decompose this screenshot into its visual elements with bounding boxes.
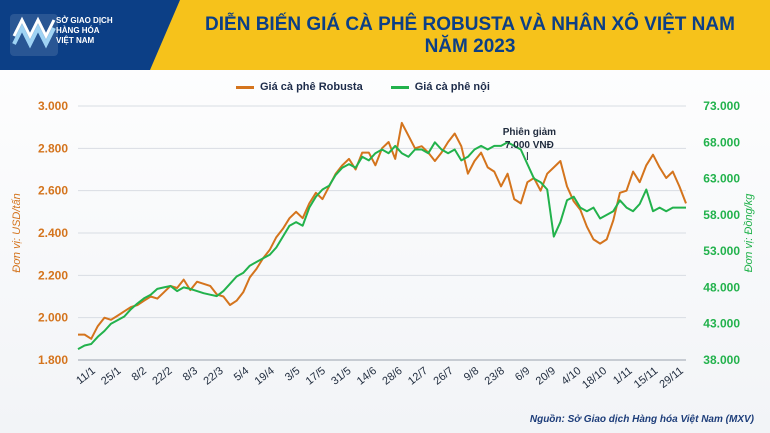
annotation-text-line-1: Phiên giảm <box>503 127 556 138</box>
source-note: Nguồn: Sở Giao dịch Hàng hóa Việt Nam (M… <box>529 414 754 425</box>
y-left-tick-label: 2.400 <box>38 226 68 240</box>
x-tick-label: 25/1 <box>99 365 123 388</box>
annotation-layer: Phiên giảm 7.000 VNĐ <box>503 127 556 161</box>
y-right-tick-label: 58.000 <box>703 208 740 222</box>
y-left-tick-label: 1.800 <box>38 353 68 367</box>
annotation-text-line-2: 7.000 VNĐ <box>505 140 554 151</box>
logo-line-2: HÀNG HÓA <box>56 26 100 35</box>
y-left-tick-label: 2.200 <box>38 268 68 282</box>
legend-swatch-domestic <box>390 85 409 89</box>
legend-label-robusta: Giá cà phê Robusta <box>260 81 363 93</box>
y-right-tick-label: 38.000 <box>703 353 740 367</box>
x-tick-label: 3/5 <box>283 365 302 384</box>
logo-line-3: VIỆT NAM <box>56 36 95 45</box>
y-right-tick-label: 43.000 <box>703 317 740 331</box>
y-right-axis-title: Đơn vị: Đồng/kg <box>743 193 755 273</box>
header-yellow-band <box>150 0 770 70</box>
x-tick-label: 20/9 <box>534 365 558 388</box>
x-tick-label: 9/8 <box>462 365 481 384</box>
x-tick-label: 15/11 <box>632 365 660 391</box>
y-right-tick-label: 73.000 <box>703 99 740 113</box>
mxv-logo <box>10 14 150 56</box>
x-tick-label: 26/7 <box>431 365 455 388</box>
x-tick-label: 18/10 <box>580 365 609 391</box>
x-tick-label: 11/1 <box>74 365 98 387</box>
series-line-domestic <box>77 141 686 350</box>
y-right-tick-label: 68.000 <box>703 135 740 149</box>
legend-label-domestic: Giá cà phê nội <box>414 81 490 93</box>
x-tick-label: 6/9 <box>513 365 532 384</box>
legend: Giá cà phê Robusta Giá cà phê nội <box>236 79 518 95</box>
y-left-tick-label: 2.800 <box>38 141 68 155</box>
y-left-tick-label: 2.600 <box>38 184 68 198</box>
x-tick-label: 19/4 <box>253 365 277 388</box>
x-tick-label: 31/5 <box>329 365 353 388</box>
x-tick-label: 4/10 <box>559 365 583 388</box>
x-tick-label: 1/11 <box>611 365 635 387</box>
x-tick-label: 22/3 <box>201 365 225 388</box>
chart-title-line-2: NĂM 2023 <box>424 36 516 57</box>
y-right-tick-label: 48.000 <box>703 280 740 294</box>
x-tick-label: 8/3 <box>181 365 200 384</box>
x-tick-label: 14/6 <box>355 365 379 388</box>
axis-layer: 1.800 2.000 2.200 2.400 2.600 2.800 3.000 38.00… <box>11 99 755 391</box>
logo-text: SỞ GIAO DỊCH HÀNG HÓA VIỆT NAM <box>56 16 146 46</box>
legend-item-robusta: Giá cà phê Robusta <box>236 81 363 93</box>
y-left-axis-title: Đơn vị: USD/tấn <box>11 193 23 272</box>
x-tick-label: 22/2 <box>150 365 174 388</box>
legend-item-domestic: Giá cà phê nội <box>390 81 490 93</box>
grid-layer <box>78 105 686 361</box>
chart-title-line-1: DIỄN BIẾN GIÁ CÀ PHÊ ROBUSTA VÀ NHÂN XÔ … <box>205 14 735 35</box>
chart-title: DIỄN BIẾN GIÁ CÀ PHÊ ROBUSTA VÀ NHÂN XÔ … <box>185 14 755 58</box>
x-tick-label: 5/4 <box>232 365 251 384</box>
series-line-robusta <box>78 121 687 340</box>
series-layer <box>77 121 687 350</box>
y-left-tick-label: 3.000 <box>38 99 68 113</box>
x-tick-label: 12/7 <box>406 365 430 388</box>
logo-line-1: SỞ GIAO DỊCH <box>56 16 113 25</box>
x-tick-label: 17/5 <box>304 365 328 388</box>
x-tick-label: 23/8 <box>483 365 507 388</box>
header-banner: SỞ GIAO DỊCH HÀNG HÓA VIỆT NAM DIỄN BIẾN… <box>0 0 770 70</box>
y-right-tick-label: 63.000 <box>703 172 740 186</box>
x-tick-label: 8/2 <box>130 365 149 384</box>
y-left-tick-label: 2.000 <box>38 311 68 325</box>
y-right-tick-label: 53.000 <box>703 244 740 258</box>
x-tick-label: 29/11 <box>657 365 685 391</box>
x-tick-label: 28/6 <box>380 365 404 388</box>
legend-swatch-robusta <box>236 85 254 89</box>
mxv-logo-icon <box>10 14 58 56</box>
